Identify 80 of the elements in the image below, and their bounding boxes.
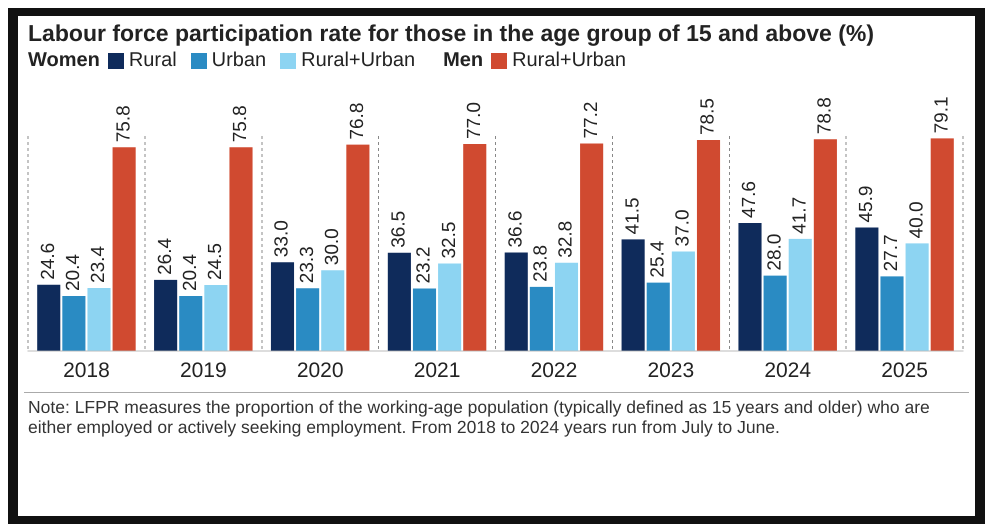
- data-label: 45.9: [856, 186, 878, 223]
- bar: [554, 262, 578, 351]
- bar: [37, 284, 60, 351]
- text: Women: [28, 49, 100, 72]
- data-label: 36.5: [388, 210, 410, 248]
- bar: [646, 282, 670, 351]
- legend-label: Rural: [128, 49, 177, 72]
- bar: [112, 147, 136, 351]
- data-label: 28.0: [764, 234, 786, 271]
- data-label: 77.0: [464, 102, 485, 140]
- chart-title: Labour force participation rate for those in the age group of 15 and above (%): [27, 20, 875, 47]
- data-label: 41.7: [789, 196, 810, 234]
- data-label: 32.5: [438, 222, 460, 259]
- bar: [321, 270, 344, 351]
- bar: [738, 222, 762, 351]
- bar: [154, 280, 178, 351]
- bar: [346, 144, 370, 351]
- bar: [179, 296, 202, 351]
- data-label: 36.6: [505, 210, 526, 248]
- x-tick-label: 2025: [881, 359, 928, 382]
- x-tick-label: 2021: [414, 359, 460, 382]
- bar: [880, 276, 904, 351]
- data-label: 23.3: [296, 246, 318, 284]
- bar: [270, 262, 294, 351]
- bar: [814, 139, 837, 351]
- text: Men: [443, 49, 484, 72]
- data-label: 27.7: [881, 234, 902, 272]
- x-tick-label: 2023: [647, 359, 694, 382]
- data-label: 23.2: [414, 246, 435, 284]
- data-label: 26.4: [154, 238, 176, 275]
- bar: [930, 138, 954, 351]
- legend-label: Rural+Urban: [511, 49, 626, 72]
- bar: [229, 147, 253, 351]
- bar: [672, 251, 695, 351]
- bar: [87, 288, 111, 351]
- legend-label: Rural+Urban: [300, 49, 416, 72]
- x-tick-label: 2020: [296, 359, 344, 382]
- data-label: 78.8: [814, 97, 836, 134]
- data-label: 23.8: [530, 244, 552, 282]
- data-label: 24.6: [38, 242, 59, 280]
- data-label: 20.4: [63, 254, 84, 292]
- bar: [388, 252, 411, 351]
- bar: [296, 288, 320, 351]
- bar: [204, 285, 228, 351]
- data-label: 23.4: [88, 246, 110, 283]
- data-label: 78.5: [698, 98, 719, 136]
- bar: [504, 252, 528, 351]
- bar: [855, 228, 878, 351]
- data-label: 77.2: [580, 102, 602, 139]
- legend-label: Urban: [210, 49, 266, 72]
- data-label: 40.0: [906, 201, 928, 238]
- data-label: 47.6: [739, 181, 760, 218]
- bar: [438, 264, 462, 351]
- data-label: 20.4: [180, 254, 201, 292]
- data-label: 25.4: [647, 240, 668, 278]
- bar: [788, 238, 812, 351]
- x-tick-label: 2018: [63, 359, 110, 382]
- bar: [696, 140, 720, 351]
- bar: [622, 239, 645, 351]
- bar: [412, 288, 436, 351]
- bar: [906, 243, 929, 351]
- data-label: 76.8: [347, 102, 368, 140]
- data-label: 41.5: [622, 197, 644, 234]
- bar: [580, 144, 604, 351]
- bar: [463, 144, 486, 351]
- data-label: 30.0: [322, 228, 343, 266]
- bar: [62, 296, 86, 351]
- data-label: 32.8: [556, 220, 577, 258]
- x-tick-label: 2022: [530, 359, 578, 382]
- data-label: 33.0: [272, 220, 293, 258]
- text: Note: LFPR measures the proportion of the working-age population (typically defined as 15 years and older) who are either employed or actively seeking employment. From 2018 to 2024 years run from July to June.: [24, 392, 969, 437]
- data-label: 75.8: [230, 105, 252, 142]
- data-label: 75.8: [113, 105, 134, 142]
- bar: [530, 286, 553, 351]
- bar: [764, 276, 787, 351]
- data-label: 24.5: [205, 243, 226, 280]
- data-label: 37.0: [672, 209, 694, 246]
- x-tick-label: 2019: [180, 359, 227, 382]
- x-tick-label: 2024: [764, 359, 812, 382]
- data-label: 79.1: [931, 96, 952, 134]
